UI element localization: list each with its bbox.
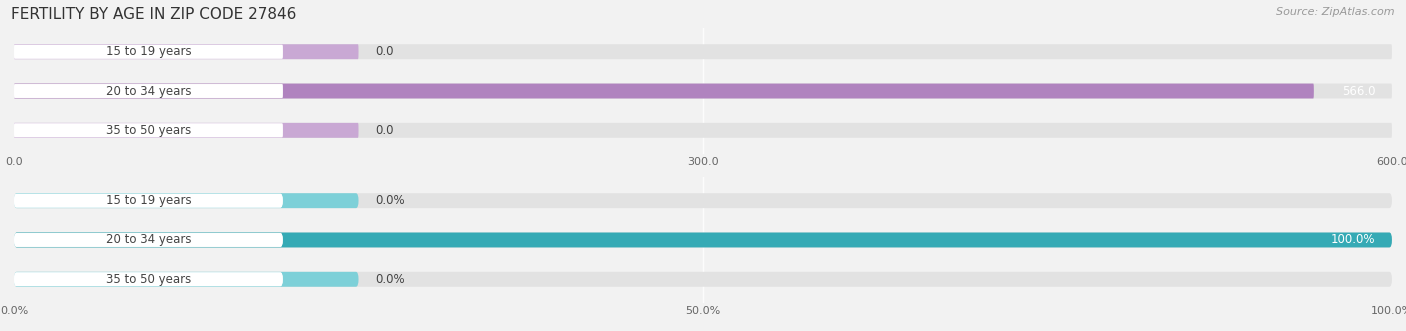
FancyBboxPatch shape	[14, 232, 1392, 248]
Text: 0.0%: 0.0%	[375, 194, 405, 207]
FancyBboxPatch shape	[14, 44, 1392, 59]
FancyBboxPatch shape	[14, 233, 283, 247]
Text: 0.0: 0.0	[375, 124, 394, 137]
FancyBboxPatch shape	[14, 194, 283, 208]
Text: 20 to 34 years: 20 to 34 years	[105, 233, 191, 247]
FancyBboxPatch shape	[14, 123, 1392, 138]
FancyBboxPatch shape	[14, 84, 283, 98]
FancyBboxPatch shape	[14, 83, 1392, 99]
Text: FERTILITY BY AGE IN ZIP CODE 27846: FERTILITY BY AGE IN ZIP CODE 27846	[11, 7, 297, 22]
Text: 20 to 34 years: 20 to 34 years	[105, 84, 191, 98]
FancyBboxPatch shape	[14, 193, 359, 208]
FancyBboxPatch shape	[14, 193, 1392, 208]
Text: 0.0%: 0.0%	[375, 273, 405, 286]
Text: 15 to 19 years: 15 to 19 years	[105, 194, 191, 207]
FancyBboxPatch shape	[14, 194, 283, 208]
FancyBboxPatch shape	[14, 272, 359, 287]
FancyBboxPatch shape	[14, 123, 283, 137]
FancyBboxPatch shape	[14, 272, 283, 286]
Text: 100.0%: 100.0%	[1331, 233, 1375, 247]
FancyBboxPatch shape	[14, 272, 283, 286]
Text: 15 to 19 years: 15 to 19 years	[105, 45, 191, 58]
Text: 566.0: 566.0	[1341, 84, 1375, 98]
Text: 35 to 50 years: 35 to 50 years	[105, 124, 191, 137]
FancyBboxPatch shape	[14, 272, 1392, 287]
FancyBboxPatch shape	[14, 83, 1313, 99]
FancyBboxPatch shape	[14, 232, 1392, 248]
Text: Source: ZipAtlas.com: Source: ZipAtlas.com	[1277, 7, 1395, 17]
FancyBboxPatch shape	[14, 123, 359, 138]
FancyBboxPatch shape	[14, 233, 283, 247]
Text: 0.0: 0.0	[375, 45, 394, 58]
FancyBboxPatch shape	[14, 44, 359, 59]
FancyBboxPatch shape	[14, 45, 283, 59]
FancyBboxPatch shape	[14, 123, 283, 137]
Text: 35 to 50 years: 35 to 50 years	[105, 273, 191, 286]
FancyBboxPatch shape	[14, 45, 283, 59]
FancyBboxPatch shape	[14, 84, 283, 98]
